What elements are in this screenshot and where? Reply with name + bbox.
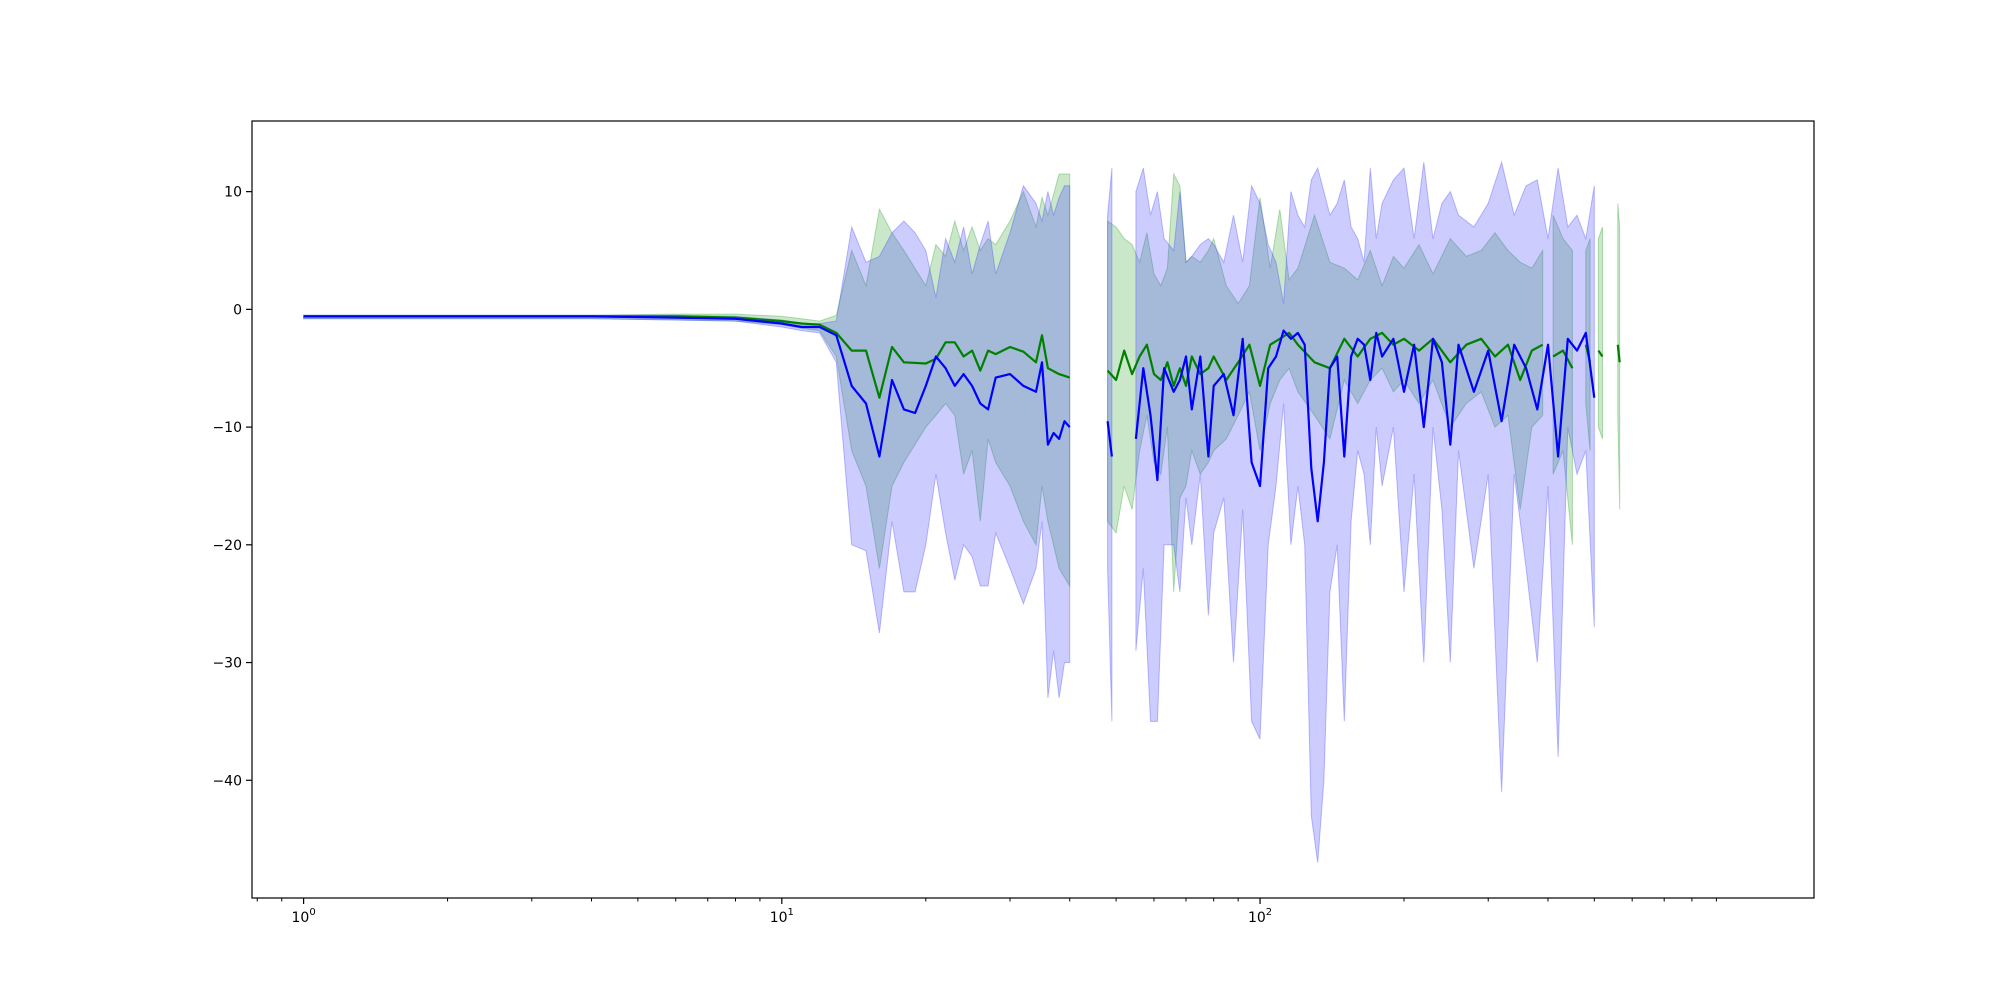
x-tick-label: 101 bbox=[770, 907, 794, 926]
series-1-band-2 bbox=[1135, 160, 1595, 863]
x-tick-label: 102 bbox=[1248, 907, 1272, 926]
y-tick-label: −20 bbox=[212, 538, 242, 554]
y-tick-label: −10 bbox=[212, 420, 242, 436]
series-0-line-4 bbox=[1597, 349, 1604, 358]
series-1-line-1 bbox=[1106, 421, 1113, 457]
series-0-line-0 bbox=[303, 315, 1071, 399]
series-0-band-1 bbox=[1107, 172, 1544, 592]
axes-frame bbox=[251, 120, 1815, 899]
y-tick-label: −40 bbox=[212, 773, 242, 789]
series-1-line-2 bbox=[1134, 329, 1596, 523]
x-tick-label: 100 bbox=[292, 907, 316, 926]
series-0-line-5 bbox=[1616, 344, 1621, 363]
y-tick-label: 10 bbox=[224, 185, 242, 201]
series-0-line-2 bbox=[1552, 349, 1574, 369]
series-1-line-0 bbox=[303, 315, 1071, 458]
y-tick-label: −30 bbox=[212, 656, 242, 672]
series-1-band-0 bbox=[303, 184, 1071, 698]
series-0-band-0 bbox=[303, 173, 1071, 588]
series-0-band-4 bbox=[1597, 226, 1603, 440]
plot-area bbox=[303, 160, 1621, 863]
plot-content bbox=[303, 160, 1621, 863]
y-tick-label: 0 bbox=[233, 302, 242, 318]
series-0-band-2 bbox=[1552, 215, 1573, 545]
series-0-line-1 bbox=[1106, 331, 1544, 387]
